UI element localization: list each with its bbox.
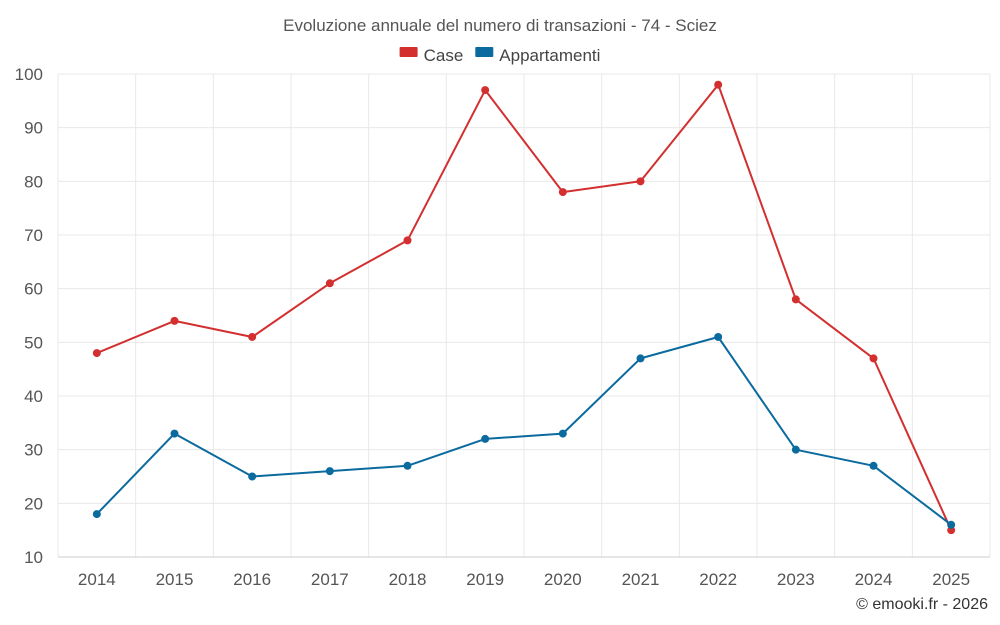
y-tick-label: 40 xyxy=(24,387,43,406)
x-tick-label: 2016 xyxy=(233,570,271,589)
data-point-case xyxy=(636,177,645,186)
y-tick-label: 100 xyxy=(15,65,43,84)
data-point-case xyxy=(481,86,490,95)
x-tick-label: 2020 xyxy=(544,570,582,589)
data-point-case xyxy=(325,279,334,288)
data-point-appartamenti xyxy=(481,434,490,443)
series-appartamenti xyxy=(92,332,956,529)
data-point-case xyxy=(92,349,101,358)
data-point-appartamenti xyxy=(248,472,257,481)
x-tick-label: 2015 xyxy=(156,570,194,589)
x-tick-label: 2025 xyxy=(932,570,970,589)
y-tick-label: 70 xyxy=(24,226,43,245)
y-axis: 10 20 30 40 50 60 70 80 90 100 xyxy=(15,65,43,567)
credit-label: © emooki.fr - 2026 xyxy=(856,596,988,613)
x-tick-label: 2022 xyxy=(699,570,737,589)
y-tick-label: 10 xyxy=(24,548,43,567)
x-tick-label: 2021 xyxy=(622,570,660,589)
chart-title: Evoluzione annuale del numero di transaz… xyxy=(283,16,717,35)
x-tick-label: 2017 xyxy=(311,570,349,589)
data-point-case xyxy=(791,295,800,304)
x-tick-label: 2014 xyxy=(78,570,116,589)
legend-item-case: Case xyxy=(399,46,464,65)
series-case xyxy=(92,80,956,535)
x-tick-label: 2023 xyxy=(777,570,815,589)
data-point-appartamenti xyxy=(791,445,800,454)
legend-item-appartamenti: Appartamenti xyxy=(475,46,600,65)
data-point-case xyxy=(558,188,567,197)
y-tick-label: 50 xyxy=(24,333,43,352)
data-point-case xyxy=(714,80,723,89)
data-point-case xyxy=(869,354,878,363)
y-tick-label: 80 xyxy=(24,172,43,191)
x-tick-label: 2019 xyxy=(466,570,504,589)
data-point-case xyxy=(248,332,257,341)
series-line-appartamenti xyxy=(96,336,952,526)
data-point-appartamenti xyxy=(947,520,956,529)
y-tick-label: 90 xyxy=(24,119,43,138)
data-point-appartamenti xyxy=(92,510,101,519)
data-point-case xyxy=(170,316,179,325)
data-point-appartamenti xyxy=(170,429,179,438)
grid xyxy=(57,73,991,558)
data-point-appartamenti xyxy=(714,332,723,341)
y-tick-label: 60 xyxy=(24,280,43,299)
series-line-case xyxy=(96,83,953,531)
x-tick-label: 2024 xyxy=(855,570,893,589)
legend: Case Appartamenti xyxy=(399,46,600,65)
series-layer xyxy=(92,80,956,535)
x-tick-label: 2018 xyxy=(389,570,427,589)
data-point-appartamenti xyxy=(636,354,645,363)
data-point-appartamenti xyxy=(403,461,412,470)
legend-swatch xyxy=(399,47,418,57)
y-tick-label: 20 xyxy=(24,494,43,513)
data-point-appartamenti xyxy=(558,429,567,438)
legend-swatch xyxy=(475,47,494,57)
data-point-case xyxy=(403,236,412,245)
legend-label: Case xyxy=(424,46,464,65)
data-point-appartamenti xyxy=(325,467,334,476)
data-point-appartamenti xyxy=(869,461,878,470)
y-tick-label: 30 xyxy=(24,441,43,460)
x-axis: 2014 2015 2016 2017 2018 2019 2020 2021 2022 2023… xyxy=(78,570,970,589)
legend-label: Appartamenti xyxy=(499,46,600,65)
